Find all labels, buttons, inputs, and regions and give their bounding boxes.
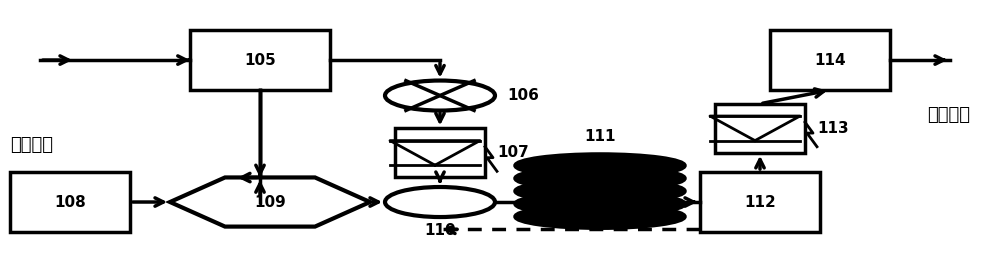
Text: 106: 106 <box>507 88 539 103</box>
Text: 108: 108 <box>54 195 86 209</box>
Text: 111: 111 <box>584 129 616 144</box>
Circle shape <box>385 81 495 111</box>
Text: 109: 109 <box>254 195 286 209</box>
Text: 信号输入: 信号输入 <box>10 136 53 154</box>
Text: 112: 112 <box>744 195 776 209</box>
Bar <box>715 104 805 153</box>
Ellipse shape <box>515 154 685 177</box>
Text: 107: 107 <box>497 146 529 160</box>
Ellipse shape <box>515 192 685 215</box>
Bar <box>700 172 820 232</box>
Bar <box>395 128 485 177</box>
Bar <box>10 172 130 232</box>
Bar <box>190 30 330 90</box>
Text: 105: 105 <box>244 53 276 67</box>
Ellipse shape <box>515 205 685 228</box>
Text: 114: 114 <box>814 53 846 67</box>
Ellipse shape <box>515 167 685 190</box>
Text: 113: 113 <box>817 121 849 136</box>
Circle shape <box>385 187 495 217</box>
Ellipse shape <box>515 180 685 203</box>
Text: 信号输出: 信号输出 <box>927 106 970 124</box>
Polygon shape <box>170 177 370 227</box>
Text: 110: 110 <box>424 223 456 238</box>
Bar <box>770 30 890 90</box>
